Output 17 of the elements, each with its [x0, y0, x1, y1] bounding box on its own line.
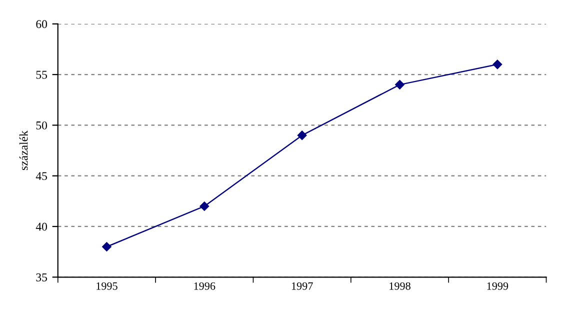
x-tick-label: 1998	[390, 282, 410, 290]
point	[395, 80, 404, 90]
x-tick-label: 1999	[487, 282, 508, 290]
y-tick-label: 40	[36, 222, 48, 231]
point	[200, 202, 210, 211]
point	[297, 130, 307, 140]
y-tick-label: 35	[36, 273, 48, 282]
x-tick-label: 1995	[96, 282, 118, 290]
y-tick-label: 55	[36, 70, 48, 79]
y-tick-label: 45	[36, 172, 48, 180]
point	[102, 242, 112, 252]
y-axis-title: százalék	[19, 130, 28, 170]
y-tick-label: 50	[36, 121, 48, 130]
point	[492, 60, 502, 70]
y-tick-label: 60	[36, 20, 48, 28]
x-tick-label: 1997	[292, 282, 313, 290]
x-tick-label: 1996	[194, 282, 216, 290]
